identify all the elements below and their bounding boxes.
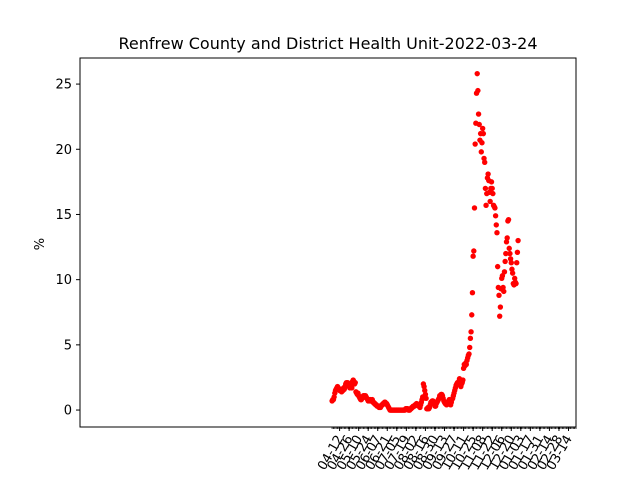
data-point bbox=[489, 185, 495, 192]
data-point bbox=[468, 329, 474, 335]
data-point bbox=[479, 140, 485, 146]
data-point bbox=[469, 289, 476, 296]
data-point bbox=[480, 130, 487, 137]
y-tick-label: 25 bbox=[55, 78, 72, 93]
plot-area-frame bbox=[79, 57, 577, 428]
data-point bbox=[501, 269, 508, 275]
data-point bbox=[497, 304, 504, 310]
data-point bbox=[474, 70, 480, 77]
y-axis-label: % bbox=[33, 238, 48, 250]
data-point bbox=[423, 395, 429, 402]
data-point bbox=[496, 313, 503, 319]
data-point bbox=[509, 270, 516, 276]
y-axis: 0 5 10 15 20 25 bbox=[55, 78, 80, 419]
data-point bbox=[496, 292, 502, 299]
data-point bbox=[472, 141, 478, 147]
data-point bbox=[460, 377, 466, 383]
data-point bbox=[349, 385, 355, 391]
data-point bbox=[502, 258, 508, 265]
data-point bbox=[504, 235, 510, 241]
data-point bbox=[515, 237, 521, 244]
data-point bbox=[470, 253, 476, 259]
data-point bbox=[494, 230, 500, 236]
data-point bbox=[508, 260, 514, 266]
data-point bbox=[485, 171, 491, 177]
data-point bbox=[513, 280, 519, 287]
data-point bbox=[471, 248, 477, 254]
data-point bbox=[487, 198, 493, 205]
data-point bbox=[475, 111, 482, 117]
data-point bbox=[514, 249, 521, 255]
y-tick-label: 5 bbox=[64, 338, 72, 353]
y-tick-label: 10 bbox=[55, 273, 72, 288]
data-point bbox=[476, 121, 482, 128]
data-point bbox=[482, 159, 488, 166]
y-tick-label: 20 bbox=[55, 143, 72, 158]
chart-title: Renfrew County and District Health Unit-… bbox=[118, 34, 537, 53]
data-point bbox=[503, 250, 509, 257]
data-point bbox=[507, 250, 513, 257]
y-tick-label: 0 bbox=[64, 404, 72, 419]
data-point bbox=[466, 351, 472, 357]
data-point bbox=[471, 205, 478, 211]
data-point bbox=[467, 344, 473, 351]
x-axis: 04-1204-2605-1005-2406-0706-2107-0507-19… bbox=[315, 427, 577, 473]
data-point bbox=[483, 202, 489, 209]
data-point bbox=[505, 216, 512, 223]
data-point bbox=[469, 312, 475, 318]
data-point bbox=[493, 222, 499, 228]
data-point bbox=[479, 125, 486, 132]
data-point bbox=[488, 179, 495, 185]
data-point bbox=[492, 213, 499, 219]
data-points bbox=[329, 70, 521, 413]
y-tick-label: 15 bbox=[55, 208, 72, 223]
data-point bbox=[475, 87, 481, 94]
data-point bbox=[514, 260, 520, 266]
data-point bbox=[492, 205, 498, 211]
data-point bbox=[352, 379, 358, 386]
data-point bbox=[467, 335, 474, 342]
data-point bbox=[478, 149, 484, 155]
data-point bbox=[490, 190, 496, 197]
data-point bbox=[482, 185, 489, 192]
data-point bbox=[506, 245, 512, 252]
data-point bbox=[494, 263, 501, 270]
data-point bbox=[501, 288, 507, 295]
